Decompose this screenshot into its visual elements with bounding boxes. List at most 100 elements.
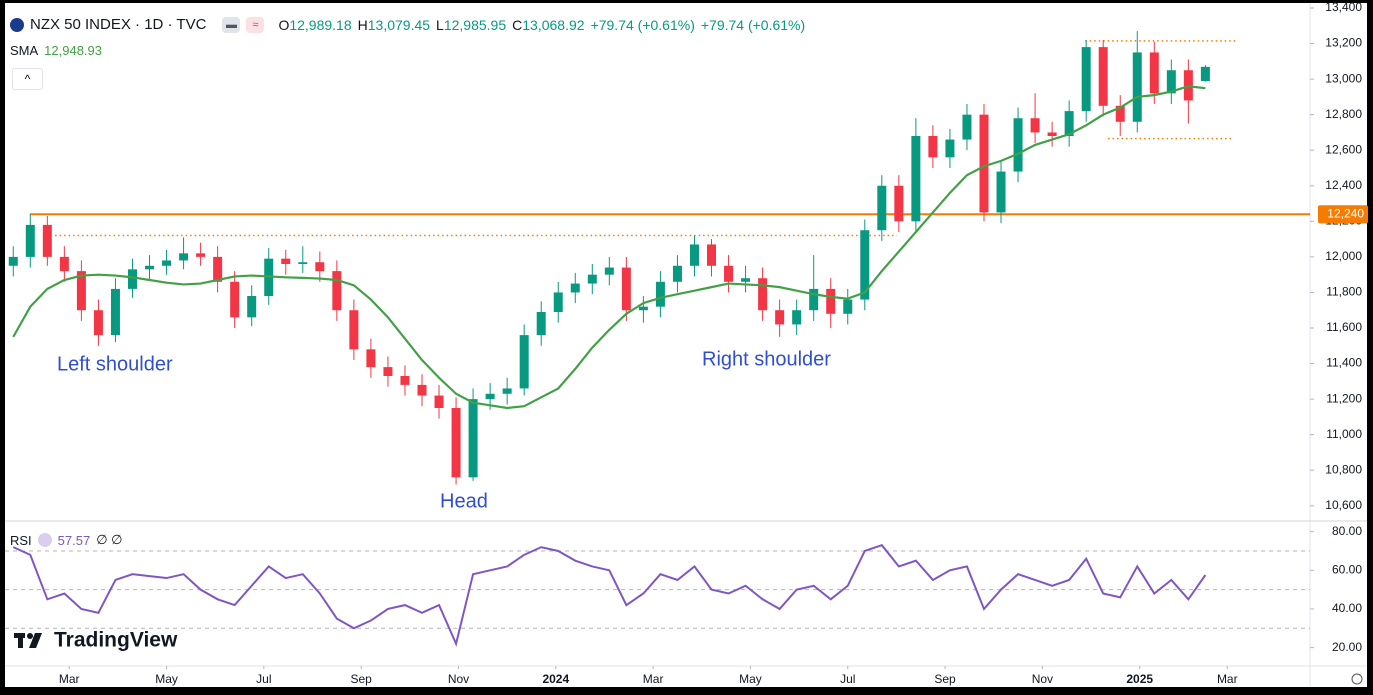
sma-legend: SMA 12,948.93 <box>10 43 102 58</box>
y-tick-label: 20.00 <box>1332 640 1362 654</box>
candle-body <box>1013 118 1023 172</box>
candle-body <box>213 256 223 282</box>
candle-body <box>93 310 103 336</box>
level-label-box <box>1318 205 1368 224</box>
logo-shape <box>27 633 33 639</box>
candle-body <box>1149 52 1159 94</box>
logo <box>14 633 42 648</box>
candle-body <box>162 260 172 266</box>
candle-body <box>775 310 785 325</box>
x-tick-label: Jul <box>840 672 855 686</box>
watermark: TradingView <box>54 629 178 652</box>
y-tick-label: 40.00 <box>1332 601 1362 615</box>
candle-body <box>843 299 853 314</box>
candle-body <box>621 267 631 311</box>
candle-body <box>1098 47 1108 106</box>
candle-body <box>536 312 546 336</box>
candle-body <box>877 185 887 231</box>
y-tick-label: 60.00 <box>1332 562 1362 576</box>
x-tick-label: May <box>739 672 762 686</box>
collapse-button[interactable]: ^ <box>12 68 43 90</box>
candle-body <box>451 408 461 478</box>
candle-body <box>1081 47 1091 112</box>
ohlc-value: 12,989.18 <box>289 16 352 33</box>
y-tick-label: 11,400 <box>1326 356 1362 370</box>
candle-body <box>707 244 717 266</box>
annotation: Head <box>440 490 488 512</box>
candle-body <box>8 256 18 266</box>
candle-body <box>809 288 819 311</box>
candle-body <box>604 267 614 275</box>
symbol-legend: NZX 50 INDEX · 1D · TVC ▬ ≈ O12,989.18 H1… <box>10 16 805 33</box>
x-tick-label: Mar <box>59 672 80 686</box>
candle-body <box>1115 105 1125 122</box>
candle-body <box>127 269 137 289</box>
candle-body <box>349 310 359 350</box>
candle-body <box>996 171 1006 213</box>
candle-body <box>689 244 699 266</box>
hide-button[interactable]: ▬ <box>222 16 241 33</box>
candle-body <box>25 224 35 257</box>
x-tick-label: Mar <box>643 672 664 686</box>
plot-area: Mar May Jul Sep Nov 2024 Mar May Jul Sep Nov 2025 Ma… <box>5 0 1368 686</box>
settings-icon[interactable] <box>1351 673 1363 685</box>
candle-body <box>860 230 870 300</box>
logo-shape <box>18 633 23 648</box>
candle-body <box>741 278 751 282</box>
rsi-extra: ∅ ∅ <box>96 532 123 547</box>
rsi-icon <box>37 533 52 547</box>
candle-body <box>281 258 291 264</box>
symbol-title: NZX 50 INDEX · 1D · TVC <box>30 16 207 33</box>
y-tick-label: 13,400 <box>1325 0 1362 14</box>
y-tick-label: 13,000 <box>1325 71 1362 85</box>
candle-body <box>247 296 257 318</box>
candle-body <box>826 288 836 314</box>
candle-body <box>962 114 972 140</box>
rsi-value: 57.57 <box>57 532 91 548</box>
ohlc-item: O12,989.18 <box>278 17 351 33</box>
ohlc-legend: O12,989.18 H13,079.45 L12,985.95 C13,068.92… <box>278 17 805 33</box>
ohlc-value: 12,985.95 <box>443 16 507 33</box>
candle-body <box>417 384 427 396</box>
logo-shape <box>29 633 42 648</box>
y-tick-label: 12,600 <box>1325 142 1362 156</box>
candle-body <box>655 281 665 307</box>
candle-body <box>485 393 495 400</box>
y-tick-label: 11,000 <box>1326 427 1362 441</box>
candle-body <box>230 281 240 318</box>
candle-body <box>724 265 734 282</box>
candle-body <box>1132 52 1142 122</box>
y-tick-label: 12,400 <box>1325 178 1362 192</box>
candle-body <box>1200 66 1210 82</box>
change: +79.74 (+0.61%) <box>590 16 695 33</box>
x-tick-label: 2024 <box>542 672 569 686</box>
y-tick-label: 10,800 <box>1325 462 1362 476</box>
compare-button[interactable]: ≈ <box>246 16 265 33</box>
y-tick-label: 11,600 <box>1326 320 1362 334</box>
candle-body <box>570 283 580 293</box>
x-tick-label: Sep <box>350 672 372 686</box>
candle-body <box>979 114 989 213</box>
sma-line <box>12 85 1206 410</box>
ohlc-item: C13,068.92 <box>512 17 584 33</box>
level-label: 12,240 <box>1327 206 1364 220</box>
candle-body <box>792 310 802 325</box>
background <box>5 3 1367 687</box>
x-tick-label: May <box>155 672 178 686</box>
ohlc-label: L <box>436 16 444 33</box>
ohlc-item: H13,079.45 <box>358 17 430 33</box>
candle-body <box>502 388 512 394</box>
annotation: Right shoulder <box>702 348 831 370</box>
x-tick-label: Sep <box>934 672 956 686</box>
candle-body <box>179 253 189 261</box>
ohlc-value: 13,079.45 <box>367 16 431 33</box>
y-tick-label: 11,800 <box>1326 285 1362 299</box>
ohlc-value: 13,068.92 <box>522 16 585 33</box>
annotation: Left shoulder <box>57 353 173 375</box>
ohlc-label: C <box>512 16 523 33</box>
candle-body <box>76 271 86 311</box>
candle-body <box>400 376 410 385</box>
candle-body <box>928 136 938 158</box>
y-tick-label: 10,600 <box>1325 498 1362 512</box>
